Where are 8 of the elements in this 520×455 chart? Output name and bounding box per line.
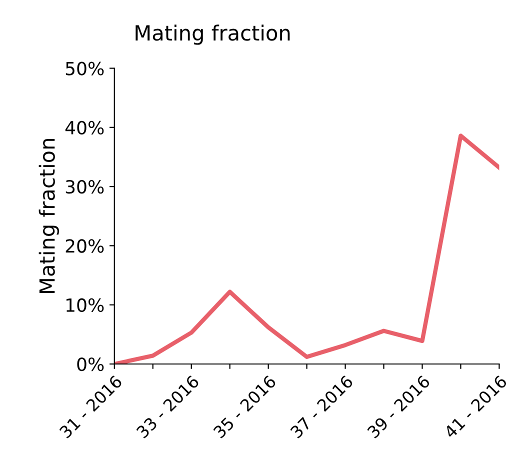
y-tick-label: 20%: [66, 239, 104, 253]
y-axis-title: Mating fraction: [38, 139, 59, 293]
y-tick-label: 0%: [77, 357, 104, 372]
y-tick-label: 50%: [66, 62, 104, 76]
y-tick-label: 10%: [66, 298, 104, 312]
y-tick-label: 40%: [65, 120, 104, 135]
y-tick-label: 30%: [66, 180, 104, 194]
chart-title: Mating fraction: [136, 24, 290, 45]
